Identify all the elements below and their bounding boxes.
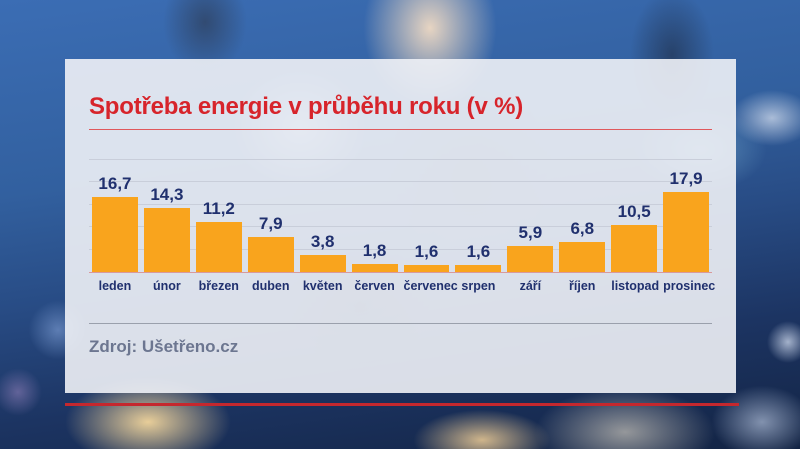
bar-group: 11,2 (195, 198, 242, 272)
bar-value-label: 17,9 (669, 168, 703, 188)
bar (195, 221, 242, 272)
bar (143, 207, 190, 272)
x-axis-labels-row: leden únor březen duben květen červen červenec… (89, 279, 716, 293)
bar-value-label: 1,8 (362, 240, 387, 260)
bar-group: 1,8 (351, 240, 398, 272)
x-axis-label: prosinec (663, 279, 716, 293)
bar-value-label: 1,6 (414, 241, 439, 261)
bar-group: 16,7 (92, 174, 138, 272)
bar-value-label: 14,3 (150, 184, 184, 204)
source-divider (89, 323, 712, 324)
bar-group: 3,8 (299, 232, 346, 272)
bar (611, 225, 658, 272)
bar-value-label: 7,9 (258, 213, 283, 233)
bar (351, 263, 398, 272)
bar (559, 241, 606, 272)
source-text: Zdroj: Ušetřeno.cz (89, 337, 239, 356)
gridline (89, 248, 712, 250)
bar (455, 264, 502, 272)
bar (403, 264, 450, 272)
bar-value-label: 3,8 (310, 232, 335, 251)
gridline (89, 159, 712, 160)
bar-value-label: 11,2 (202, 198, 235, 218)
bar-value-label: 1,6 (466, 241, 491, 261)
bar-group: 5,9 (507, 222, 554, 272)
bar (299, 255, 346, 272)
x-axis-label: březen (198, 279, 239, 293)
bars-row: 16,7 14,3 11,2 7,9 3,8 1,8 1,6 1,6 5,9 6,8 10,5 17,… (89, 161, 712, 272)
bar-value-label: 10,5 (617, 202, 651, 221)
chart-panel: Spotřeba energie v průběhu roku (v %) 16… (65, 59, 736, 393)
bar-group: 6,8 (559, 218, 606, 272)
x-axis-label: únor (152, 279, 181, 293)
bar (247, 236, 294, 272)
gridline (89, 226, 712, 228)
bar-group: 1,6 (455, 241, 502, 272)
bar-group: 14,3 (143, 184, 190, 272)
bar-value-label: 16,7 (98, 174, 132, 194)
bottom-accent-line (65, 403, 739, 406)
bar-group: 10,5 (611, 202, 658, 272)
bar-group: 1,6 (403, 241, 450, 272)
bar-value-label: 6,8 (570, 218, 595, 238)
x-axis-label: leden (98, 279, 132, 293)
page-title: Spotřeba energie v průběhu roku (v %) (89, 93, 524, 120)
gridline (89, 203, 712, 205)
bar (92, 197, 138, 272)
title-underline (89, 129, 712, 130)
x-axis-label: květen (302, 279, 343, 293)
chart-plot-area: 16,7 14,3 11,2 7,9 3,8 1,8 1,6 1,6 5,9 6,8 10,5 17,… (89, 159, 712, 273)
bar (663, 191, 710, 272)
x-axis-label: červenec (403, 279, 458, 293)
bar (507, 245, 554, 272)
x-axis-label: listopad (611, 279, 660, 293)
bar-group: 7,9 (247, 213, 294, 272)
x-axis-label: říjen (569, 279, 596, 293)
gridline (89, 181, 712, 183)
bar-value-label: 5,9 (518, 222, 543, 242)
x-axis-label: červen (354, 279, 395, 293)
x-axis-label: duben (251, 279, 290, 293)
x-axis-label: září (519, 279, 542, 293)
x-axis-label: srpen (461, 279, 496, 293)
bar-group: 17,9 (663, 168, 710, 272)
